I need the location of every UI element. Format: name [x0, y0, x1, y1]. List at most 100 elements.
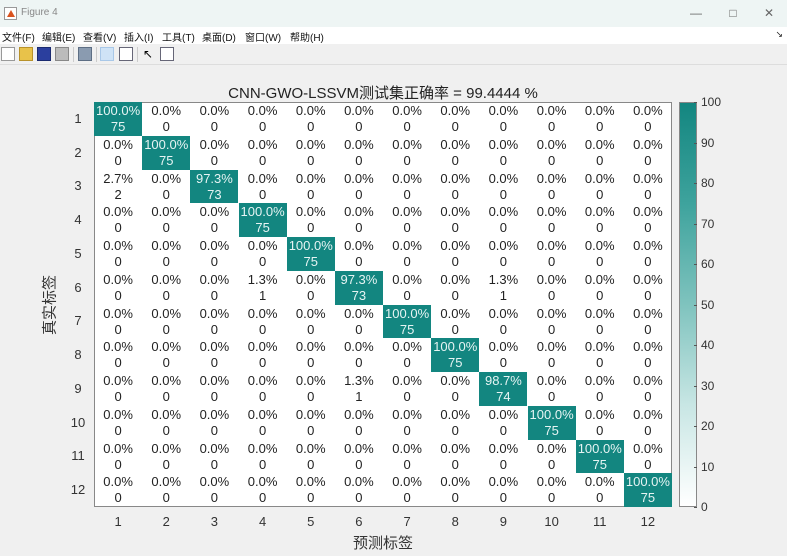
- cell-count: 73: [207, 186, 222, 202]
- matrix-cell: 0.0% 0: [576, 136, 624, 170]
- cell-count: 0: [162, 456, 170, 472]
- cell-count: 0: [162, 287, 170, 303]
- cell-percent: 0.0%: [295, 170, 326, 186]
- save-icon[interactable]: [37, 47, 51, 61]
- pointer-icon[interactable]: ↖: [143, 47, 154, 61]
- matrix-cell: 0.0% 0: [239, 170, 287, 204]
- cell-count: 0: [307, 287, 315, 303]
- menu-window[interactable]: 窗口(W): [245, 33, 282, 44]
- menu-edit[interactable]: 编辑(E): [42, 33, 76, 44]
- matrix-cell: 0.0% 0: [576, 473, 624, 507]
- cell-count: 0: [355, 254, 363, 269]
- cell-percent: 0.0%: [103, 204, 133, 220]
- cell-count: 0: [644, 119, 652, 134]
- matrix-cell: 0.0% 0: [383, 170, 431, 204]
- new-figure-icon[interactable]: [1, 47, 15, 61]
- menu-view[interactable]: 查看(V): [83, 33, 117, 44]
- y-tick-label: 10: [70, 414, 86, 430]
- matrix-cell: 0.0% 0: [576, 170, 624, 204]
- x-tick-label: 5: [307, 514, 315, 529]
- cell-percent: 0.0%: [295, 474, 326, 490]
- cell-count: 1: [499, 287, 508, 303]
- colorbar-tick-mark: [694, 385, 697, 387]
- cell-percent: 0.0%: [103, 238, 133, 253]
- legend-icon[interactable]: [119, 47, 133, 61]
- menu-file[interactable]: 文件(F): [2, 33, 35, 44]
- cell-count: 0: [403, 186, 411, 202]
- minimize-button[interactable]: —: [690, 6, 702, 20]
- matrix-cell: 1.3% 1: [239, 271, 287, 305]
- cell-count: 0: [307, 152, 315, 168]
- matrix-cell: 0.0% 0: [528, 473, 576, 507]
- cell-count: 0: [499, 220, 508, 236]
- matrix-cell: 0.0% 0: [142, 170, 190, 204]
- y-tick-label: 7: [74, 313, 82, 329]
- cell-percent: 0.0%: [247, 440, 278, 456]
- cell-percent: 0.0%: [295, 406, 326, 422]
- cell-percent: 0.0%: [440, 170, 471, 186]
- cell-percent: 0.0%: [392, 440, 422, 456]
- toolbar: ↖: [0, 44, 787, 65]
- menu-insert[interactable]: 插入(I): [124, 33, 154, 44]
- cell-count: 0: [210, 321, 219, 337]
- cell-percent: 0.0%: [633, 170, 663, 186]
- matrix-cell: 0.0% 0: [479, 170, 527, 204]
- cell-count: 0: [355, 355, 363, 371]
- maximize-button[interactable]: □: [729, 6, 737, 20]
- cell-percent: 0.0%: [103, 406, 133, 422]
- close-button[interactable]: ✕: [763, 6, 775, 20]
- cell-percent: 0.0%: [633, 103, 663, 118]
- matrix-cell: 0.0% 0: [94, 136, 142, 170]
- colorbar-tick-mark: [694, 304, 697, 306]
- cell-count: 2: [114, 186, 122, 202]
- matrix-cell: 0.0% 0: [624, 338, 672, 372]
- cell-count: 75: [159, 152, 174, 168]
- cell-count: 0: [258, 152, 267, 168]
- matrix-cell: 0.0% 0: [335, 102, 383, 136]
- cell-count: 0: [114, 287, 122, 303]
- cell-percent: 0.0%: [247, 406, 278, 422]
- cell-count: 0: [355, 152, 363, 168]
- cell-count: 0: [403, 220, 411, 236]
- cell-count: 75: [399, 321, 415, 337]
- matrix-cell: 0.0% 0: [142, 102, 190, 136]
- cell-percent: 0.0%: [392, 339, 422, 355]
- matrix-cell: 0.0% 0: [142, 305, 190, 339]
- print-icon[interactable]: [55, 47, 69, 61]
- cell-percent: 0.0%: [488, 204, 519, 220]
- matrix-cell: 0.0% 0: [94, 473, 142, 507]
- cell-percent: 0.0%: [103, 305, 133, 321]
- cell-percent: 0.0%: [151, 204, 182, 220]
- link-plot-icon[interactable]: [78, 47, 92, 61]
- matrix-cell: 100.0% 75: [238, 203, 287, 237]
- cell-count: 0: [596, 490, 604, 506]
- matrix-cell: 1.3% 1: [479, 271, 527, 305]
- cell-percent: 0.0%: [151, 271, 182, 287]
- y-axis-label: 真实标签: [40, 274, 59, 336]
- menu-help[interactable]: 帮助(H): [290, 33, 324, 44]
- cell-percent: 0.0%: [247, 238, 278, 253]
- cell-count: 0: [162, 220, 170, 236]
- cell-percent: 0.0%: [584, 136, 615, 152]
- cell-count: 0: [451, 321, 459, 337]
- cell-percent: 0.0%: [536, 103, 567, 118]
- matrix-cell: 0.0% 0: [576, 237, 624, 271]
- cell-percent: 0.0%: [392, 238, 422, 253]
- cell-count: 0: [307, 220, 315, 236]
- cell-percent: 0.0%: [584, 238, 615, 253]
- property-editor-icon[interactable]: [160, 47, 174, 61]
- matrix-cell: 0.0% 0: [383, 473, 431, 507]
- matrix-cell: 0.0% 0: [576, 203, 624, 237]
- open-file-icon[interactable]: [19, 47, 33, 61]
- cell-count: 75: [110, 119, 126, 134]
- dock-arrow-icon[interactable]: ↘: [775, 29, 783, 39]
- cell-count: 0: [596, 220, 604, 236]
- window-titlebar: Figure 4 — □ ✕: [0, 0, 787, 27]
- menu-tools[interactable]: 工具(T): [162, 33, 195, 44]
- matrix-cell: 0.0% 0: [479, 102, 527, 136]
- colorbar-icon[interactable]: [100, 47, 114, 61]
- menu-desktop[interactable]: 桌面(D): [202, 33, 236, 44]
- matrix-cell: 0.0% 0: [287, 372, 335, 406]
- cell-percent: 0.0%: [247, 103, 278, 118]
- cell-count: 0: [114, 389, 122, 404]
